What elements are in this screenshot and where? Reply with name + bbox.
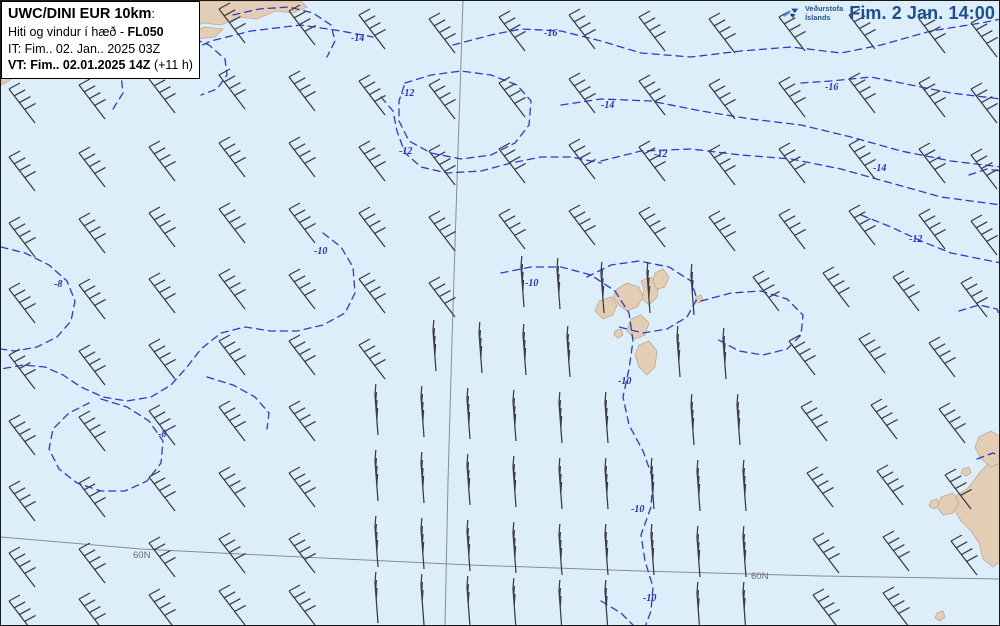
isotherm--14-mid [560,98,999,168]
isotherm--10-b [500,266,654,625]
isotherm-layer [1,6,999,625]
met-office-logo-text: Veðurstofa Íslands [805,5,843,21]
isotherm--8-c [206,376,270,430]
isotherm--16-top [452,18,999,58]
isotherm-faroe-ring [586,260,698,334]
isotherm--10-c [700,290,804,356]
field-line: Hiti og vindur í hæð - FL050 [8,24,193,41]
model-title: UWC/DINI EUR 10km [8,6,152,22]
valid-time: VT: Fim.. 02.01.2025 14Z [8,58,151,73]
isotherm--12-a [380,96,602,174]
land-shetland-islet-c [960,466,972,477]
valid-datetime-label: Fim. 2 Jan. 14:00 [849,3,995,23]
land-shetland-islet-b [934,610,946,622]
org-line-1: Veðurstofa [805,4,844,14]
valid-offset: (+11 h) [153,58,193,73]
isotherm--12-loop [398,70,532,160]
flight-level: FL050 [127,25,164,40]
isotherm-right-edge-c [976,452,999,460]
land-shetland-islet-a [928,498,940,510]
latitude-60n [1,536,999,580]
isotherm--8-a [1,246,76,352]
brand-bar: Veðurstofa Íslands Fim. 2 Jan. 14:00 [782,3,995,24]
isotherm--12-right [860,214,999,264]
isotherm--8-b [48,398,164,492]
land-faroe-streymoy [612,282,644,312]
isotherm-bottom-a [600,600,634,625]
model-info-box: UWC/DINI EUR 10km: Hiti og vindur í hæð … [1,1,200,79]
meridian-line [444,1,464,625]
met-office-logo[interactable]: Veðurstofa Íslands [782,5,843,23]
model-title-line: UWC/DINI EUR 10km: [8,5,193,24]
field-label: Hiti og vindur í hæð - [8,25,128,40]
isotherm--10-e [232,6,336,58]
isotherm--16-right [800,76,999,100]
model-title-suffix: : [151,6,156,21]
valid-time-line: VT: Fim.. 02.01.2025 14Z (+11 h) [8,57,193,74]
land-shetland-mainland [952,459,999,568]
land-faroe-vagar [594,296,618,320]
land-faroe-nordoyar [652,268,670,290]
init-time: IT: Fim.. 02. Jan.. 2025 03Z [8,41,161,56]
met-office-logo-icon [783,8,799,18]
land-faroe-islet-b [613,328,624,339]
isotherm-right-edge-a [958,304,999,316]
isotherm--12-mid [600,148,999,206]
org-line-2: Íslands [805,12,831,22]
land-faroe-suduroy [634,340,658,376]
